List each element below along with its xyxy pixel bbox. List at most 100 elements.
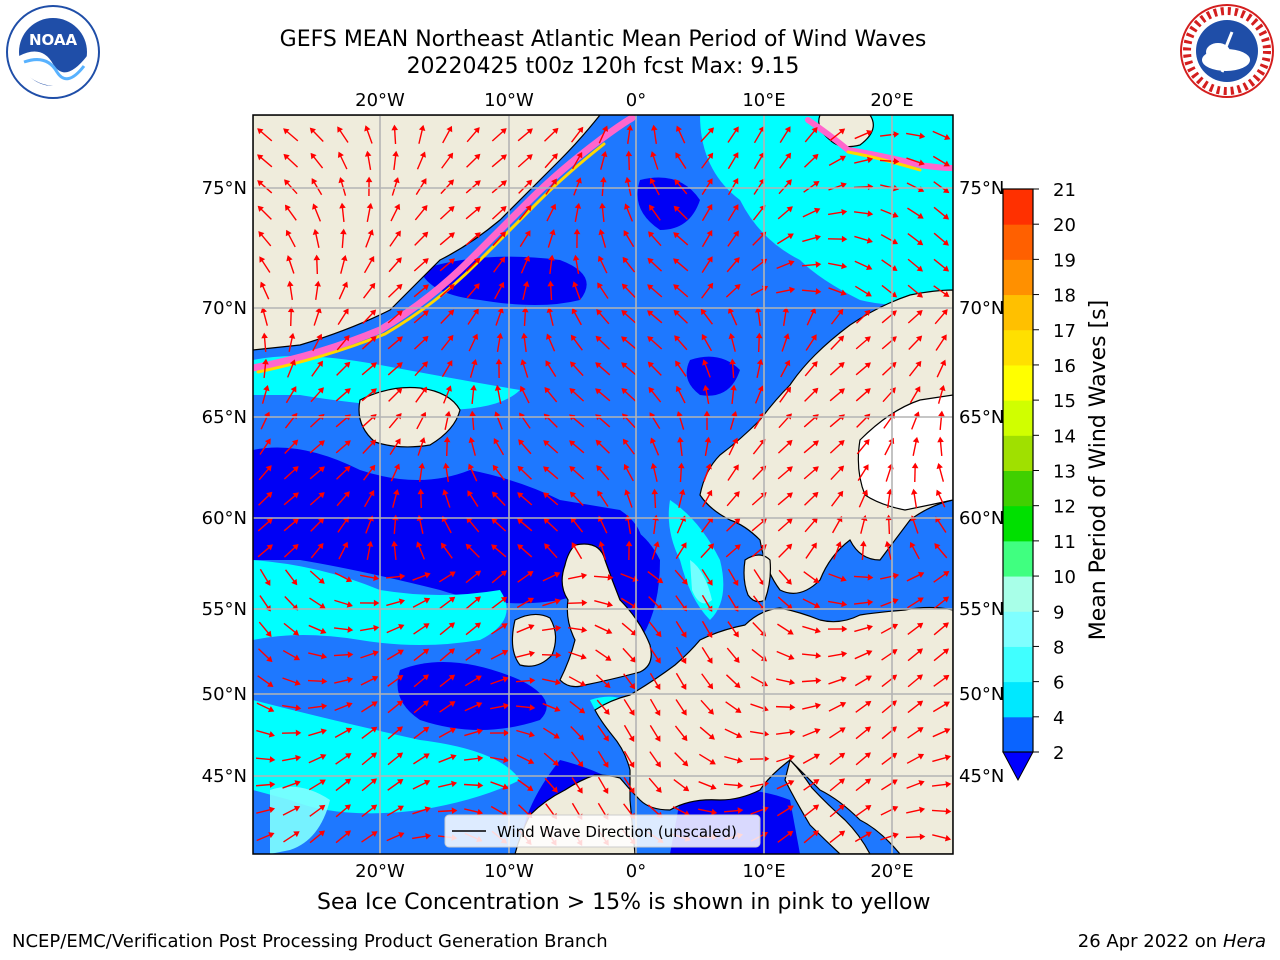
wave-direction-arrowhead — [648, 231, 655, 238]
wave-direction-arrowhead — [527, 597, 534, 604]
wave-direction-arrowhead — [917, 571, 925, 578]
wave-direction-arrowhead — [347, 626, 354, 633]
wave-direction-arrowhead — [292, 492, 299, 499]
wave-direction-arrowhead — [647, 310, 654, 317]
colorbar-tick-label: 14 — [1053, 426, 1076, 447]
wave-direction-arrowhead — [812, 491, 819, 498]
wave-direction-arrowhead — [918, 780, 925, 787]
wave-direction-arrowhead — [655, 630, 662, 638]
wave-direction-arrowhead — [467, 490, 474, 497]
wave-direction-arrowhead — [944, 754, 951, 761]
wave-direction-arrowhead — [293, 654, 301, 661]
wave-direction-arrowhead — [841, 262, 848, 270]
wave-direction-arrowhead — [344, 804, 351, 811]
wave-direction-arrowhead — [917, 727, 924, 733]
wave-direction-arrowhead — [474, 206, 481, 213]
lon-label-top: 20°W — [355, 90, 405, 111]
wave-direction-arrowhead — [344, 465, 351, 473]
wave-direction-arrowhead — [292, 543, 299, 551]
wave-direction-arrowhead — [264, 411, 271, 419]
wave-direction-arrowhead — [916, 291, 923, 298]
wave-direction-arrowhead — [838, 388, 845, 395]
wave-direction-arrowhead — [815, 677, 822, 684]
wave-direction-arrowhead — [447, 334, 454, 342]
wave-direction-arrowhead — [320, 652, 328, 660]
wave-direction-arrowhead — [598, 229, 605, 236]
wave-direction-arrowhead — [732, 464, 739, 471]
wave-direction-arrowhead — [580, 653, 587, 660]
wave-direction-arrowhead — [835, 541, 842, 548]
wave-direction-arrowhead — [320, 627, 327, 634]
wave-direction-arrowhead — [706, 489, 713, 497]
wave-direction-arrowhead — [934, 543, 941, 550]
wave-direction-arrowhead — [815, 261, 822, 268]
wave-direction-arrowhead — [942, 265, 950, 272]
wave-direction-arrowhead — [470, 384, 477, 391]
wave-direction-arrowhead — [502, 783, 509, 790]
wave-direction-arrowhead — [547, 280, 555, 287]
wave-direction-arrowhead — [320, 728, 327, 735]
wave-direction-arrowhead — [675, 360, 681, 367]
wave-direction-arrowhead — [581, 572, 588, 580]
wave-direction-arrowhead — [495, 358, 503, 365]
wave-direction-arrowhead — [314, 280, 321, 287]
wave-direction-arrowhead — [366, 202, 374, 209]
wave-direction-arrowhead — [550, 203, 557, 211]
wave-direction-arrowhead — [569, 361, 577, 368]
wave-direction-arrowhead — [345, 576, 353, 583]
wave-direction-arrowhead — [445, 385, 452, 392]
wave-direction-arrowhead — [317, 387, 324, 394]
colorbar-tick-label: 17 — [1053, 321, 1076, 342]
wave-direction-arrowhead — [733, 656, 740, 663]
wave-direction-arrowhead — [372, 650, 379, 657]
wave-direction-arrowhead — [919, 833, 926, 841]
wave-direction-arrowhead — [942, 596, 950, 603]
wave-direction-arrowhead — [940, 334, 947, 341]
wave-direction-arrowhead — [517, 465, 524, 473]
wave-direction-arrowhead — [546, 333, 553, 340]
wave-direction-arrowhead — [892, 832, 899, 839]
graticule — [253, 115, 953, 854]
wave-direction-arrowhead — [912, 436, 920, 443]
wave-direction-arrowhead — [319, 602, 326, 609]
wave-direction-arrowhead — [706, 631, 713, 638]
colorbar-tick-label: 11 — [1053, 532, 1076, 553]
wave-direction-arrowhead — [729, 358, 736, 365]
wave-direction-arrowhead — [865, 700, 872, 707]
wave-direction-arrowhead — [682, 760, 689, 767]
colorbar-segment — [1003, 716, 1033, 753]
wave-direction-arrowhead — [676, 411, 683, 418]
wave-direction-arrowhead — [788, 754, 795, 761]
wave-direction-arrowhead — [862, 464, 869, 471]
wave-direction-arrowhead — [707, 543, 715, 550]
wave-direction-arrowhead — [812, 153, 819, 161]
wave-direction-arrowhead — [284, 204, 291, 211]
wave-direction-arrowhead — [500, 128, 507, 135]
wave-direction-arrowhead — [337, 151, 344, 159]
wave-direction-arrowhead — [396, 387, 403, 394]
wave-direction-arrowhead — [621, 310, 628, 317]
wave-direction-arrowhead — [651, 488, 659, 495]
wave-direction-arrowhead — [890, 726, 897, 733]
footer-date-text: 26 Apr 2022 on — [1077, 931, 1218, 952]
wave-direction-arrowhead — [728, 332, 735, 340]
wave-direction-arrowhead — [315, 307, 322, 314]
wave-direction-arrowhead — [257, 154, 264, 161]
wave-direction-arrowhead — [596, 309, 603, 316]
wave-direction-arrowhead — [543, 517, 550, 525]
wave-direction-arrowhead — [448, 622, 456, 629]
wave-direction-arrowhead — [941, 309, 948, 316]
wave-direction-arrowhead — [733, 230, 739, 237]
wave-direction-arrowhead — [786, 830, 794, 837]
wave-direction-arrowhead — [344, 830, 352, 837]
wave-direction-arrowhead — [396, 283, 403, 291]
wave-direction-arrowhead — [626, 124, 633, 131]
wave-direction-arrowhead — [477, 755, 484, 762]
wave-direction-arrowhead — [474, 232, 481, 239]
wave-period-pale-zones — [270, 560, 712, 854]
wave-direction-arrowhead — [919, 806, 926, 814]
wave-direction-arrowhead — [649, 177, 656, 185]
wave-direction-arrowhead — [867, 599, 874, 606]
wave-direction-arrowhead — [623, 463, 630, 471]
wave-direction-arrowhead — [344, 361, 351, 368]
